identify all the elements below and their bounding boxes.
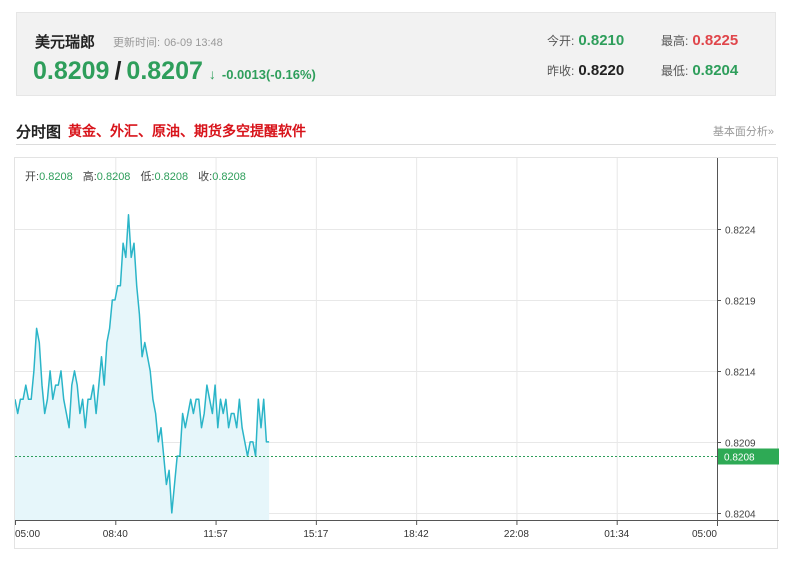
stat-prev-close-value: 0.8220 bbox=[578, 62, 625, 79]
ohlc-high: 高:0.8208 bbox=[83, 168, 131, 184]
y-tick-label: 0.8214 bbox=[725, 368, 756, 379]
current-price-label: 0.8208 bbox=[724, 453, 755, 464]
down-arrow-icon: ↓ bbox=[208, 66, 216, 82]
ohlc-open-label: 开: bbox=[25, 171, 40, 183]
ohlc-close-label: 收: bbox=[198, 171, 213, 183]
update-time: 更新时间: 06-09 13:48 bbox=[109, 34, 223, 50]
ohlc-open: 开:0.8208 bbox=[25, 168, 73, 184]
y-tick-label: 0.8224 bbox=[725, 226, 756, 237]
ohlc-high-value: 0.8208 bbox=[96, 171, 131, 183]
ad-link[interactable]: 黄金、外汇、原油、期货多空提醒软件 bbox=[68, 123, 306, 139]
chart-svg: 0.8224 0.8219 0.8214 0.8209 0.8204 05:00 08:40… bbox=[15, 158, 779, 540]
price-separator: / bbox=[114, 57, 122, 85]
ohlc-readout: 开:0.8208 高:0.8208 低:0.8208 收:0.8208 bbox=[25, 168, 246, 184]
ask-price: 0.8207 bbox=[126, 57, 203, 85]
stat-prev-close-label: 昨收: bbox=[547, 64, 575, 78]
stat-open: 今开: 0.8210 bbox=[547, 32, 624, 49]
current-price-tag bbox=[718, 448, 779, 465]
ohlc-open-value: 0.8208 bbox=[39, 171, 73, 183]
section-divider bbox=[16, 144, 776, 145]
intraday-chart: 0.8224 0.8219 0.8214 0.8209 0.8204 05:00 08:40… bbox=[14, 157, 779, 549]
price-row: 0.8209 / 0.8207 ↓ -0.0013(-0.16%) bbox=[33, 57, 316, 86]
y-tick-label: 0.8219 bbox=[725, 297, 756, 308]
stat-high-label: 最高: bbox=[661, 34, 689, 48]
ohlc-low: 低:0.8208 bbox=[140, 168, 188, 184]
ohlc-close-value: 0.8208 bbox=[212, 171, 246, 183]
x-tick-label: 22:08 bbox=[504, 529, 529, 540]
section-title: 分时图 bbox=[16, 124, 62, 141]
x-tick-label: 08:40 bbox=[103, 529, 128, 540]
quote-panel: 美元瑞郎 更新时间: 06-09 13:48 0.8209 / 0.8207 ↓ … bbox=[16, 12, 776, 96]
y-tick-label: 0.8204 bbox=[725, 510, 756, 521]
stat-open-label: 今开: bbox=[547, 34, 575, 48]
x-tick-label: 01:34 bbox=[604, 529, 629, 540]
price-change: -0.0013(-0.16%) bbox=[221, 67, 316, 82]
stat-high: 最高: 0.8225 bbox=[661, 32, 738, 49]
fundamental-analysis-link[interactable]: 基本面分析» bbox=[712, 126, 774, 138]
stat-low: 最低: 0.8204 bbox=[661, 62, 738, 79]
price-line bbox=[15, 214, 270, 514]
stat-high-value: 0.8225 bbox=[692, 32, 739, 49]
instrument-name: 美元瑞郎 bbox=[35, 34, 96, 51]
x-tick-label: 18:42 bbox=[404, 529, 429, 540]
x-tick-label: 05:00 bbox=[692, 529, 717, 540]
stat-prev-close: 昨收: 0.8220 bbox=[547, 62, 624, 79]
bid-price: 0.8209 bbox=[33, 57, 110, 85]
stat-low-label: 最低: bbox=[661, 64, 689, 78]
price-area bbox=[15, 214, 270, 521]
x-tick-label: 15:17 bbox=[303, 529, 328, 540]
stat-low-value: 0.8204 bbox=[692, 62, 739, 79]
x-tick-label: 05:00 bbox=[15, 529, 40, 540]
update-time-value: 06-09 13:48 bbox=[164, 37, 223, 49]
update-time-label: 更新时间: bbox=[113, 37, 161, 49]
ohlc-high-label: 高: bbox=[82, 171, 97, 183]
ohlc-low-label: 低: bbox=[140, 171, 155, 183]
ohlc-close: 收:0.8208 bbox=[198, 168, 246, 184]
x-tick-label: 11:57 bbox=[203, 529, 228, 540]
y-tick-label: 0.8209 bbox=[725, 439, 756, 450]
ohlc-low-value: 0.8208 bbox=[154, 171, 189, 183]
stat-open-value: 0.8210 bbox=[578, 32, 625, 49]
